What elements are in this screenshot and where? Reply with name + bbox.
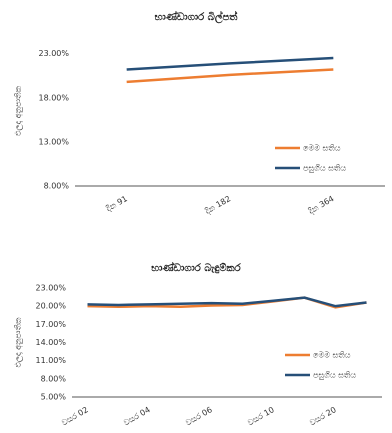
x-tick-label: දින 91 (105, 194, 129, 213)
y-tick-label: 20.00% (35, 302, 66, 311)
chart-title: භාණ්ඩාගාර බිල්පත් (155, 10, 239, 24)
x-tick-label: දින 182 (204, 194, 233, 216)
y-tick-label: 14.00% (35, 338, 66, 347)
series-line (126, 56, 334, 71)
x-tick-label: වසර 20 (308, 405, 338, 427)
y-tick-label: 5.00% (41, 393, 67, 402)
y-tick-label: 18.00% (38, 93, 69, 102)
series-line (126, 68, 334, 84)
y-tick-label: 23.00% (38, 49, 69, 58)
series-line (87, 296, 367, 308)
y-tick-label: 8.00% (41, 374, 67, 383)
legend-label: මෙම සතිය (313, 351, 351, 360)
y-tick-label: 23.00% (35, 284, 66, 293)
legend-label: මෙම සතිය (303, 144, 341, 153)
y-tick-label: 17.00% (35, 320, 66, 329)
legend-label: පසුගිය සතිය (313, 371, 356, 380)
x-tick-label: දින 364 (307, 194, 336, 216)
y-tick-label: 11.00% (35, 356, 66, 365)
chart-title: භාණ්ඩාගාර බැඳුම්කර (151, 261, 241, 274)
legend-label: පසුගිය සතිය (303, 164, 346, 173)
x-tick-label: වසර 10 (246, 405, 276, 427)
x-tick-label: වසර 02 (60, 405, 90, 427)
y-tick-label: 8.00% (44, 182, 70, 191)
x-tick-label: වසර 04 (122, 405, 152, 427)
y-tick-label: 13.00% (38, 137, 69, 146)
y-axis-label: ඵලදා අනුපාතික (14, 85, 24, 136)
y-axis-label: ඵලදා අනුපාතික (14, 317, 24, 368)
x-tick-label: වසර 06 (184, 405, 214, 427)
